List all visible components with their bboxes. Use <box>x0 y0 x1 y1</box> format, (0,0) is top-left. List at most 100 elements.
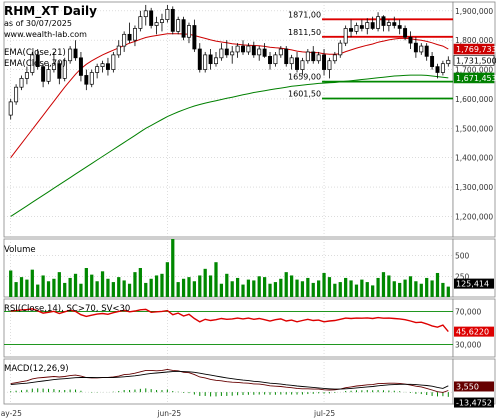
candle-body <box>408 36 413 44</box>
macd-tag-box <box>454 397 494 408</box>
candle-body <box>322 54 327 70</box>
candle-body <box>332 54 337 62</box>
candle-body <box>268 55 272 65</box>
level-label: 1601,50 <box>288 89 321 98</box>
volume-bar <box>181 278 186 297</box>
price-tick-label: 1,600,000 <box>455 95 493 104</box>
price-tag-box <box>453 43 495 55</box>
macd-tag-box <box>454 381 494 392</box>
volume-bar <box>408 276 413 297</box>
volume-bar <box>360 279 364 297</box>
candle-body <box>46 69 51 82</box>
volume-bar <box>246 279 251 297</box>
volume-bar <box>354 284 359 297</box>
price-tag-label: 1,671,453 <box>456 74 496 83</box>
volume-bar <box>279 278 283 297</box>
volume-bar <box>198 275 202 297</box>
volume-bar <box>160 273 164 297</box>
candle-body <box>262 48 267 57</box>
rsi-tag-label: 45,6220 <box>456 328 489 337</box>
candle-body <box>84 75 89 85</box>
candle-body <box>305 51 310 62</box>
candle-body <box>435 66 440 73</box>
volume-bar <box>398 282 402 297</box>
volume-bar <box>435 272 440 297</box>
candle-body <box>300 60 305 70</box>
macd-tag-label: -13,4752 <box>456 399 492 408</box>
candle-body <box>214 57 218 65</box>
chart-title: RHM_XT Daily <box>4 4 97 19</box>
candle-body <box>57 63 62 79</box>
candle-body <box>370 22 375 29</box>
ema70-label: EMA(Close,70) <box>4 59 66 69</box>
candle-body <box>403 28 408 38</box>
candle-body <box>89 72 94 85</box>
candle-body <box>19 78 24 88</box>
as-of-date: as of 30/07/2025 <box>4 19 72 28</box>
candle-body <box>289 57 294 65</box>
volume-bar <box>100 271 105 297</box>
volume-bar <box>317 280 321 297</box>
volume-bar <box>203 268 207 297</box>
volume-bar <box>90 274 94 297</box>
volume-bar <box>338 282 342 297</box>
website-label: www.wealth-lab.com <box>4 30 87 39</box>
volume-bar <box>376 277 380 297</box>
candle-body <box>392 22 397 26</box>
volume-bar <box>365 282 369 297</box>
candle-body <box>170 8 175 32</box>
volume-bar <box>290 275 294 297</box>
candle-body <box>73 48 78 59</box>
candle-body <box>327 60 332 70</box>
candle-body <box>105 63 110 70</box>
price-tick-label: 1,700,000 <box>455 66 493 75</box>
price-tag-label: 1,731,500 <box>456 56 496 65</box>
volume-bar <box>214 262 218 297</box>
volume-bar <box>430 280 434 297</box>
candle-body <box>446 59 451 65</box>
rsi-tick-label: 30,000 <box>455 341 481 350</box>
volume-tag-label: 125,414 <box>456 280 489 289</box>
volume-bar <box>403 279 407 297</box>
ema70-line <box>10 74 449 217</box>
x-tick-label: jun-25 <box>156 409 181 418</box>
volume-bar <box>84 268 88 297</box>
candle-body <box>14 86 19 103</box>
volume-bar <box>111 282 115 297</box>
candle-body <box>413 42 418 53</box>
text-layer: RHM_XT Daily as of 30/07/2025 www.wealth… <box>4 4 130 374</box>
candle-body <box>208 54 213 65</box>
candle-body <box>376 16 381 29</box>
price-tick-label: 1,200,000 <box>455 212 493 221</box>
volume-tick-label: 250 <box>455 272 470 281</box>
volume-bar <box>36 284 40 297</box>
volume-bar <box>225 273 229 297</box>
candle-body <box>51 63 56 70</box>
price-tick-label: 1,800,000 <box>455 36 493 45</box>
volume-bar <box>133 272 137 297</box>
candle-body <box>251 45 256 56</box>
candle-body <box>278 48 283 56</box>
candle-body <box>197 48 202 70</box>
volume-bar <box>127 283 132 297</box>
candle-body <box>224 48 229 56</box>
volume-bar <box>171 239 175 297</box>
candle-body <box>386 22 391 26</box>
rsi-line <box>10 308 449 333</box>
volume-bar <box>14 282 18 297</box>
volume-bar <box>322 272 326 297</box>
candle-body <box>359 25 364 29</box>
signal-line <box>10 370 449 390</box>
volume-bar <box>252 280 256 297</box>
candle-body <box>132 28 137 41</box>
candle-body <box>41 66 46 82</box>
volume-bar <box>300 281 305 297</box>
candle-body <box>381 16 386 26</box>
volume-bar <box>425 277 429 297</box>
candle-body <box>241 45 245 53</box>
volume-bar <box>268 283 272 297</box>
candle-body <box>68 48 73 62</box>
candle-body <box>230 51 235 56</box>
